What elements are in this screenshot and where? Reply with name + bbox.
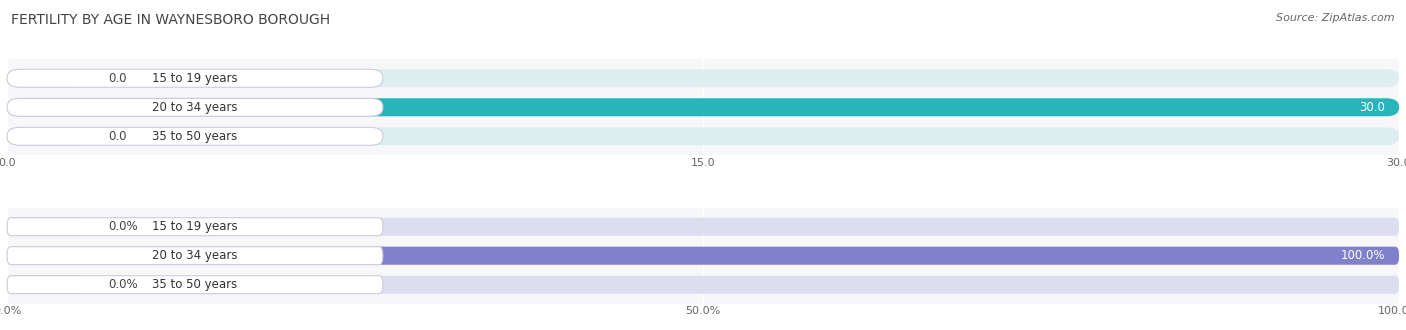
FancyBboxPatch shape bbox=[7, 218, 83, 236]
Text: Source: ZipAtlas.com: Source: ZipAtlas.com bbox=[1277, 13, 1395, 23]
Text: 15 to 19 years: 15 to 19 years bbox=[152, 220, 238, 233]
Text: 20 to 34 years: 20 to 34 years bbox=[152, 249, 238, 262]
FancyBboxPatch shape bbox=[7, 218, 382, 236]
Text: 20 to 34 years: 20 to 34 years bbox=[152, 101, 238, 114]
FancyBboxPatch shape bbox=[7, 247, 382, 265]
Text: 0.0: 0.0 bbox=[108, 72, 127, 85]
FancyBboxPatch shape bbox=[7, 127, 382, 145]
FancyBboxPatch shape bbox=[7, 276, 382, 294]
Text: 15 to 19 years: 15 to 19 years bbox=[152, 72, 238, 85]
FancyBboxPatch shape bbox=[7, 98, 1399, 116]
Text: FERTILITY BY AGE IN WAYNESBORO BOROUGH: FERTILITY BY AGE IN WAYNESBORO BOROUGH bbox=[11, 13, 330, 27]
FancyBboxPatch shape bbox=[7, 127, 1399, 145]
Text: 100.0%: 100.0% bbox=[1340, 249, 1385, 262]
FancyBboxPatch shape bbox=[7, 276, 1399, 294]
FancyBboxPatch shape bbox=[7, 98, 382, 116]
FancyBboxPatch shape bbox=[7, 127, 83, 145]
Text: 0.0: 0.0 bbox=[108, 130, 127, 143]
FancyBboxPatch shape bbox=[7, 247, 1399, 265]
FancyBboxPatch shape bbox=[7, 276, 83, 294]
FancyBboxPatch shape bbox=[7, 69, 83, 87]
Text: 35 to 50 years: 35 to 50 years bbox=[152, 278, 238, 291]
Text: 0.0%: 0.0% bbox=[108, 278, 138, 291]
Text: 0.0%: 0.0% bbox=[108, 220, 138, 233]
Text: 35 to 50 years: 35 to 50 years bbox=[152, 130, 238, 143]
Text: 30.0: 30.0 bbox=[1360, 101, 1385, 114]
FancyBboxPatch shape bbox=[7, 218, 1399, 236]
FancyBboxPatch shape bbox=[7, 247, 1399, 265]
FancyBboxPatch shape bbox=[7, 98, 1399, 116]
FancyBboxPatch shape bbox=[7, 69, 1399, 87]
FancyBboxPatch shape bbox=[7, 69, 382, 87]
